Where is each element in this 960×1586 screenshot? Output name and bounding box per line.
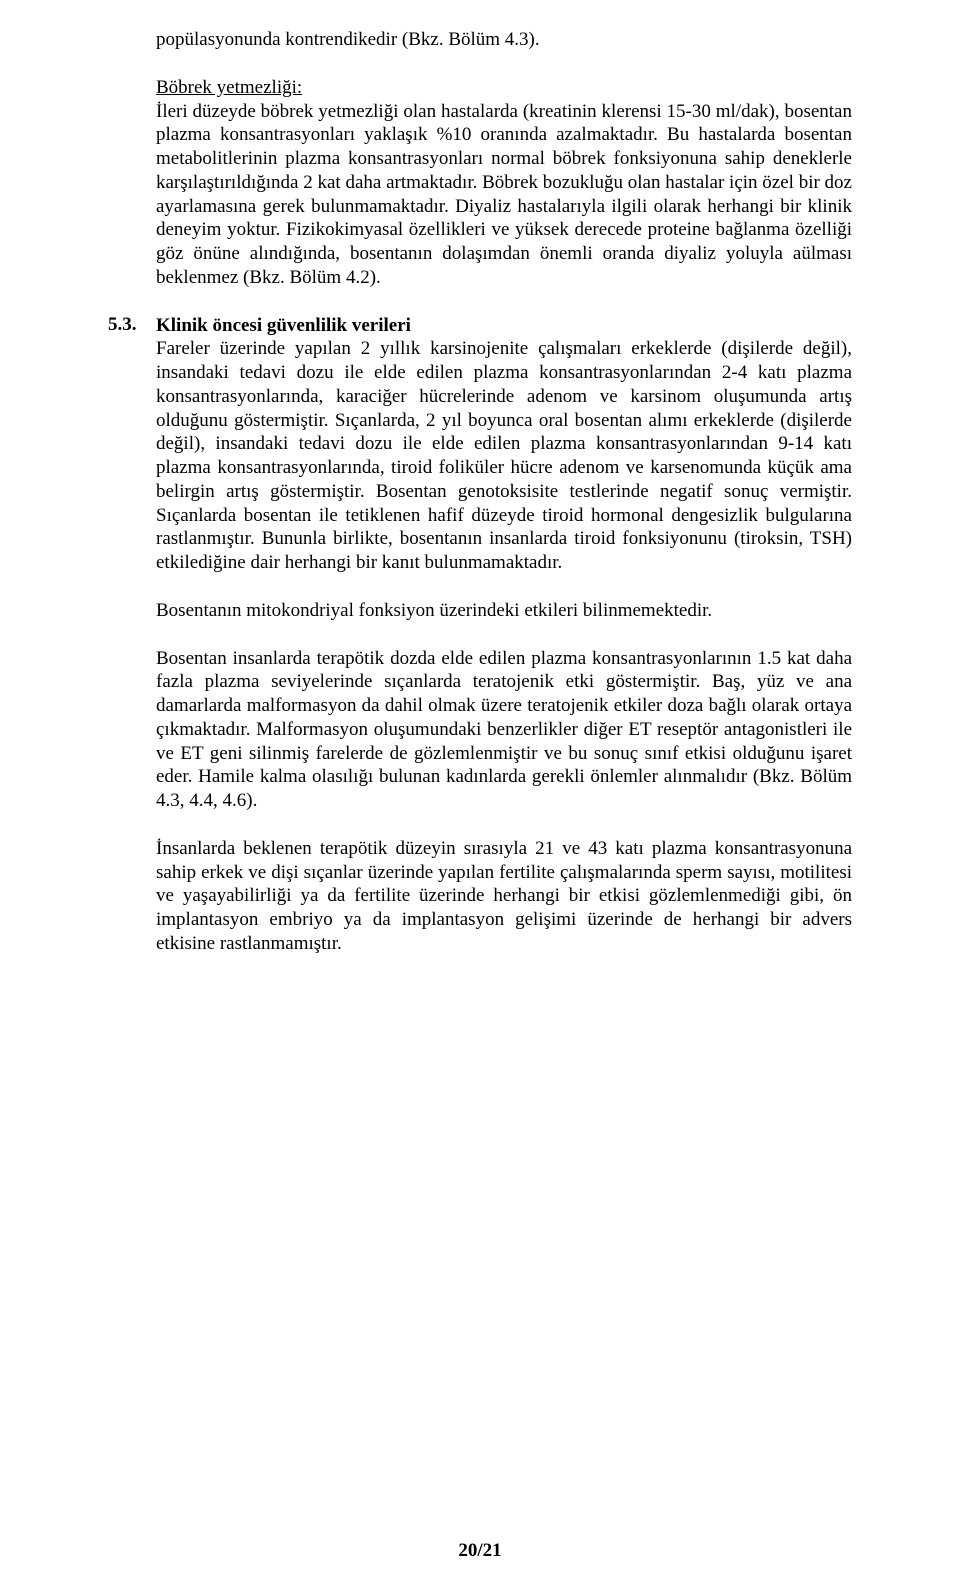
- section-content: Klinik öncesi güvenlilik verileri Farele…: [156, 314, 852, 599]
- section-title: Klinik öncesi güvenlilik verileri: [156, 315, 411, 336]
- paragraph-2: Böbrek yetmezliği: İleri düzeyde böbrek …: [156, 76, 852, 290]
- paragraph-1: popülasyonunda kontrendikedir (Bkz. Bölü…: [156, 28, 852, 52]
- paragraph-4: Bosentanın mitokondriyal fonksiyon üzeri…: [156, 599, 852, 623]
- section-number: 5.3.: [108, 314, 156, 599]
- section-5-3: 5.3. Klinik öncesi güvenlilik verileri F…: [108, 314, 852, 599]
- paragraph-6: İnsanlarda beklenen terapötik düzeyin sı…: [156, 837, 852, 956]
- paragraph-5: Bosentan insanlarda terapötik dozda elde…: [156, 647, 852, 813]
- paragraph-1-text: popülasyonunda kontrendikedir (Bkz. Bölü…: [156, 29, 540, 50]
- paragraph-4-text: Bosentanın mitokondriyal fonksiyon üzeri…: [156, 600, 712, 621]
- paragraph-6-text: İnsanlarda beklenen terapötik düzeyin sı…: [156, 838, 852, 954]
- page-number: 20/21: [458, 1540, 501, 1562]
- paragraph-2-body: İleri düzeyde böbrek yetmezliği olan has…: [156, 101, 852, 288]
- paragraph-5-text: Bosentan insanlarda terapötik dozda elde…: [156, 648, 852, 812]
- section-body: Fareler üzerinde yapılan 2 yıllık karsin…: [156, 338, 852, 573]
- paragraph-2-heading: Böbrek yetmezliği:: [156, 77, 302, 98]
